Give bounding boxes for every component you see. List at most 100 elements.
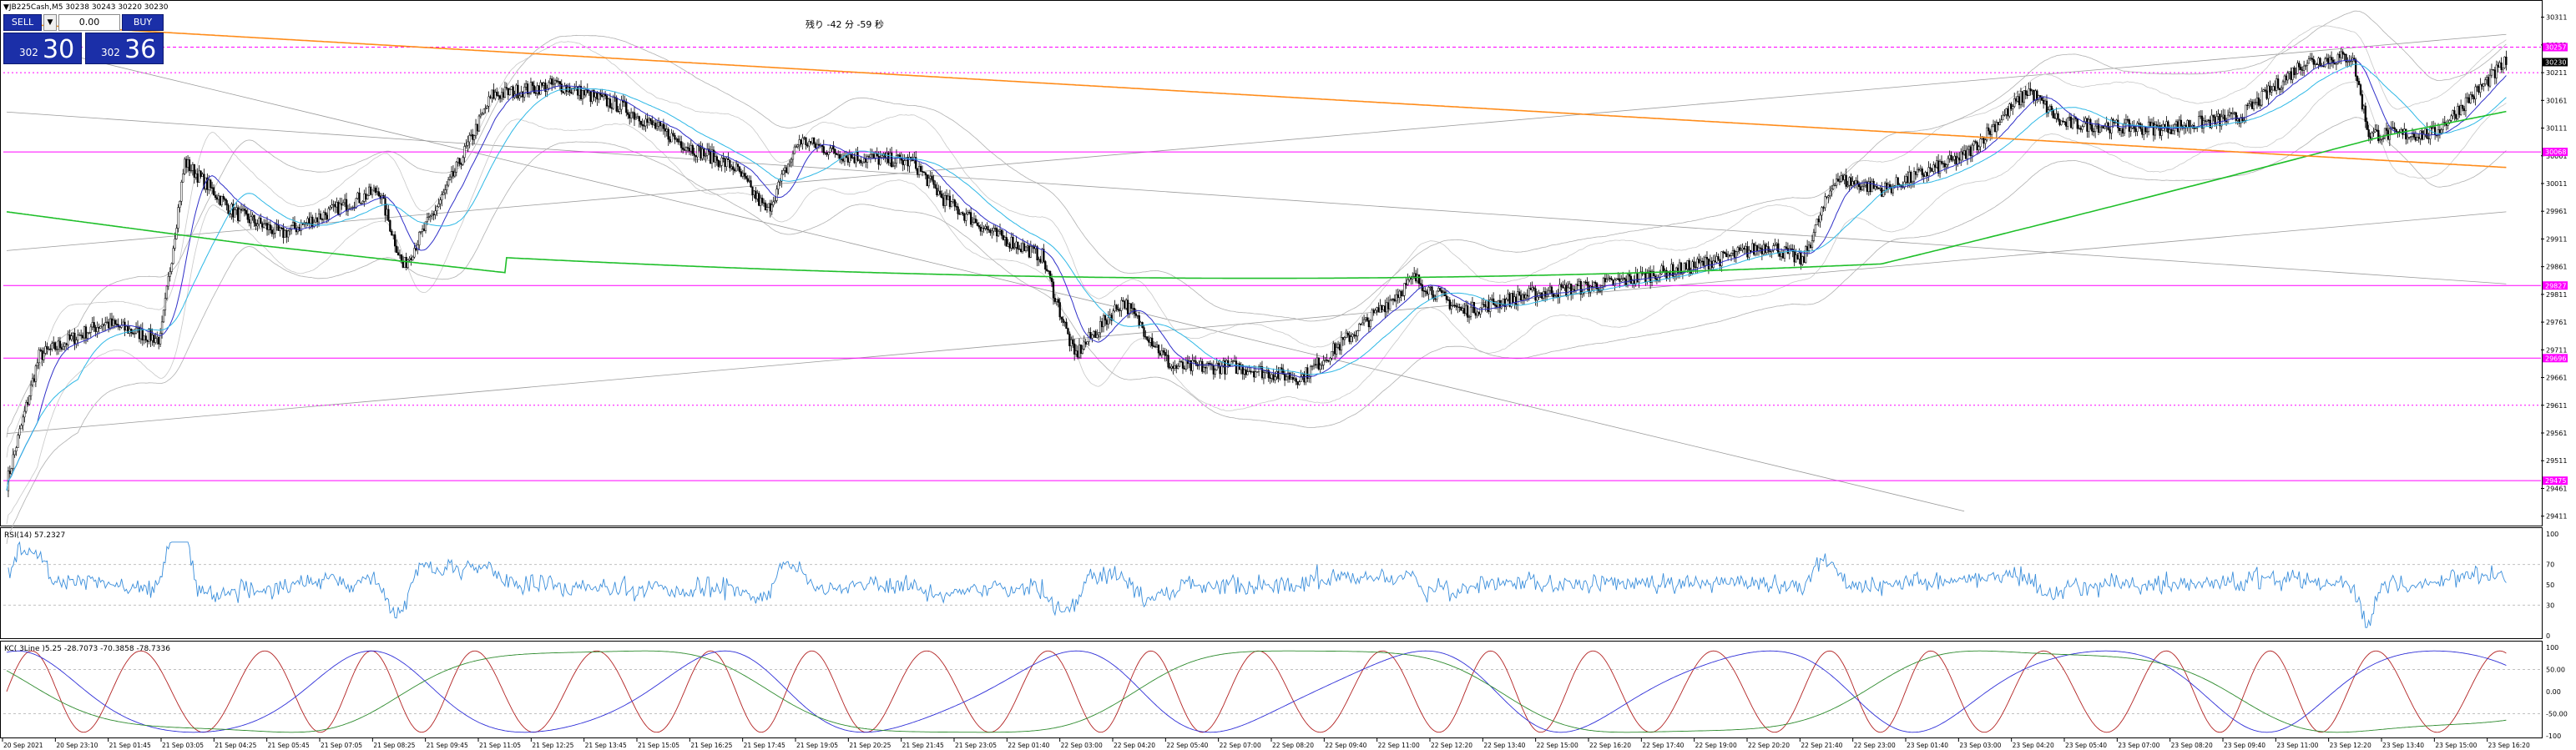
price-tag-label: 29475 (2545, 477, 2566, 485)
candle-body (929, 176, 932, 179)
candle-body (2328, 57, 2331, 64)
candle-body (1698, 259, 1700, 264)
candle-body (2224, 114, 2226, 121)
candle-body (639, 120, 642, 125)
candle-body (1693, 261, 1695, 268)
candle-body (502, 92, 505, 98)
candle-body (1957, 157, 1959, 164)
time-tick-label: 21 Sep 04:25 (215, 742, 256, 749)
candle-body (2298, 63, 2301, 68)
candle-body (643, 125, 645, 127)
candle-body (2364, 105, 2366, 122)
candle-body (1750, 249, 1752, 252)
candle-body (1993, 123, 1997, 133)
candle-body (1440, 289, 1443, 293)
candle-body (1052, 281, 1055, 299)
buy-price-button[interactable]: 302 36 (85, 33, 164, 64)
candle-body (1835, 179, 1838, 186)
candle-body (1081, 349, 1084, 354)
lot-size-input[interactable]: 0.00 (58, 14, 120, 31)
candle-body (893, 163, 897, 167)
candle-body (2058, 119, 2061, 125)
candle-body (927, 178, 930, 187)
candle-body (1100, 321, 1104, 328)
candle-body (170, 263, 173, 272)
candle-body (1291, 377, 1294, 380)
candle-body (397, 252, 400, 255)
oscillator-tick-label: 0.00 (2546, 688, 2561, 696)
candle-body (327, 208, 330, 220)
sell-button[interactable]: SELL (3, 14, 42, 31)
candle-body (1521, 294, 1524, 301)
candle-body (1407, 279, 1409, 285)
sell-price-button[interactable]: 302 30 (3, 33, 82, 64)
candle-body (529, 82, 533, 93)
candle-body (240, 209, 243, 211)
candle-body (775, 189, 778, 201)
candle-body (969, 212, 972, 225)
candle-body (1538, 293, 1540, 298)
lot-dropdown-button[interactable]: ▼ (43, 14, 57, 31)
candle-body (1369, 320, 1371, 328)
candle-body (689, 145, 692, 152)
candle-body (285, 229, 288, 238)
candle-body (2048, 106, 2051, 110)
candle-body (1484, 304, 1487, 308)
candle-body (2226, 114, 2230, 123)
candle-body (386, 209, 388, 216)
candle-body (125, 325, 128, 331)
candle-body (2426, 128, 2428, 138)
candle-body (772, 201, 775, 205)
candle-body (460, 164, 462, 165)
price-tick-label: 29761 (2546, 319, 2567, 326)
candle-body (2307, 58, 2311, 64)
candle-body (1926, 172, 1928, 176)
candle-body (124, 321, 126, 331)
candle-body (1591, 285, 1594, 288)
candle-body (967, 212, 969, 214)
candle-body (717, 159, 720, 168)
candle-body (548, 82, 550, 89)
buy-button[interactable]: BUY (122, 14, 164, 31)
candle-body (1175, 365, 1178, 369)
candle-body (947, 195, 950, 200)
candle-body (850, 154, 852, 159)
candle-body (2264, 89, 2266, 92)
time-tick-label: 23 Sep 15:00 (2435, 742, 2477, 749)
candle-body (2117, 119, 2119, 128)
candle-body (1707, 259, 1710, 269)
candle-body (1579, 280, 1582, 294)
candle-body (15, 447, 18, 451)
time-tick-label: 21 Sep 17:45 (744, 742, 785, 749)
time-tick-label: 22 Sep 07:00 (1220, 742, 1261, 749)
candle-body (2198, 116, 2200, 127)
candle-body (293, 222, 296, 229)
candle-body (619, 108, 621, 112)
candle-body (1997, 122, 1999, 125)
candle-body (1741, 248, 1744, 250)
candle-body (1126, 299, 1129, 315)
candle-body (1021, 243, 1024, 252)
candle-body (179, 200, 181, 209)
candle-body (1672, 264, 1674, 277)
candle-body (869, 154, 872, 158)
candle-body (714, 156, 717, 163)
rsi-axis: 100 70 50 30 0 (2546, 531, 2558, 640)
candle-body (1209, 363, 1212, 365)
candle-body (1740, 249, 1742, 251)
candle-body (287, 230, 290, 238)
candle-body (1728, 254, 1731, 257)
candle-body (1720, 251, 1723, 266)
candle-body (936, 188, 938, 196)
time-tick-label: 23 Sep 11:00 (2276, 742, 2318, 749)
candle-body (160, 321, 164, 334)
candle-body (950, 201, 953, 208)
candle-body (1462, 308, 1464, 311)
time-tick-label: 21 Sep 07:05 (321, 742, 362, 749)
candle-body (767, 203, 770, 209)
candle-body (392, 234, 395, 236)
candle-body (1076, 350, 1079, 358)
candle-body (2145, 131, 2149, 133)
candle-body (263, 224, 265, 228)
